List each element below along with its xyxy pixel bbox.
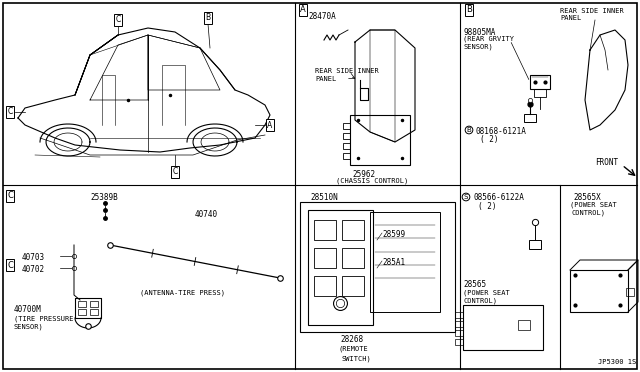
Text: S: S (464, 194, 468, 200)
Text: (TIRE PRESSURE: (TIRE PRESSURE (14, 315, 74, 321)
Bar (342, 276, 364, 296)
Bar (314, 276, 336, 296)
Bar (524, 114, 536, 122)
Text: SWITCH): SWITCH) (342, 355, 372, 362)
Text: B: B (466, 6, 472, 15)
Text: (POWER SEAT: (POWER SEAT (570, 202, 617, 208)
Text: 28470A: 28470A (308, 12, 336, 21)
Bar (626, 288, 634, 296)
Text: ( 2): ( 2) (478, 202, 497, 211)
Bar (518, 320, 530, 330)
Text: 40703: 40703 (22, 253, 45, 262)
Text: 28510N: 28510N (310, 193, 338, 202)
Bar (350, 115, 410, 165)
Text: B: B (467, 127, 472, 133)
Text: 28565X: 28565X (573, 193, 601, 202)
Text: 08566-6122A: 08566-6122A (473, 193, 524, 202)
Text: (REMOTE: (REMOTE (338, 346, 368, 353)
Bar (463, 305, 543, 350)
Text: A: A (300, 6, 306, 15)
Text: CONTROL): CONTROL) (572, 210, 606, 217)
Bar (342, 220, 364, 240)
Bar (530, 75, 550, 89)
Text: 285A1: 285A1 (382, 258, 405, 267)
Text: (CHASSIS CONTROL): (CHASSIS CONTROL) (336, 178, 408, 185)
Bar (455, 321, 463, 327)
Text: (ANTENNA-TIRE PRESS): (ANTENNA-TIRE PRESS) (140, 290, 225, 296)
Bar (78, 301, 86, 307)
Text: PANEL: PANEL (315, 76, 336, 82)
Text: C: C (7, 260, 13, 269)
Text: C: C (172, 167, 178, 176)
Bar (90, 301, 98, 307)
Text: 98805MA: 98805MA (463, 28, 495, 37)
Text: 28599: 28599 (382, 230, 405, 239)
Text: 40702: 40702 (22, 265, 45, 274)
Bar (78, 309, 86, 315)
Bar (314, 248, 336, 268)
Text: SENSOR): SENSOR) (463, 43, 493, 49)
Text: REAR SIDE INNER: REAR SIDE INNER (315, 68, 379, 74)
Bar (343, 123, 350, 129)
Text: B: B (205, 13, 211, 22)
Text: FRONT: FRONT (595, 158, 618, 167)
Bar (570, 270, 628, 312)
Text: CONTROL): CONTROL) (463, 298, 497, 305)
Text: PANEL: PANEL (560, 15, 581, 21)
Text: REAR SIDE INNER: REAR SIDE INNER (560, 8, 624, 14)
Bar (455, 330, 463, 336)
Bar (529, 240, 541, 249)
Bar (75, 298, 101, 318)
Text: 28565: 28565 (463, 280, 486, 289)
Text: 25389B: 25389B (90, 193, 118, 202)
Bar (455, 339, 463, 345)
Text: 25962: 25962 (352, 170, 375, 179)
Text: ( 2): ( 2) (480, 135, 499, 144)
Bar (300, 202, 455, 332)
Text: C: C (8, 108, 13, 116)
Text: JP5300 1S: JP5300 1S (598, 359, 636, 365)
Text: (POWER SEAT: (POWER SEAT (463, 289, 509, 295)
Bar (343, 133, 350, 139)
Bar (343, 153, 350, 159)
Bar (314, 220, 336, 240)
Bar (370, 212, 440, 312)
Bar (90, 309, 98, 315)
Bar (455, 312, 463, 318)
Text: C: C (115, 16, 120, 25)
Bar (308, 210, 373, 325)
Bar (534, 89, 546, 97)
Text: 28268: 28268 (340, 335, 363, 344)
Text: A: A (268, 121, 273, 129)
Text: SENSOR): SENSOR) (14, 323, 44, 330)
Text: 40740: 40740 (195, 210, 218, 219)
Bar (342, 248, 364, 268)
Bar (343, 143, 350, 149)
Text: 08168-6121A: 08168-6121A (476, 127, 527, 136)
Text: 40700M: 40700M (14, 305, 42, 314)
Text: C: C (7, 192, 13, 201)
Text: (REAR GRVITY: (REAR GRVITY (463, 36, 514, 42)
